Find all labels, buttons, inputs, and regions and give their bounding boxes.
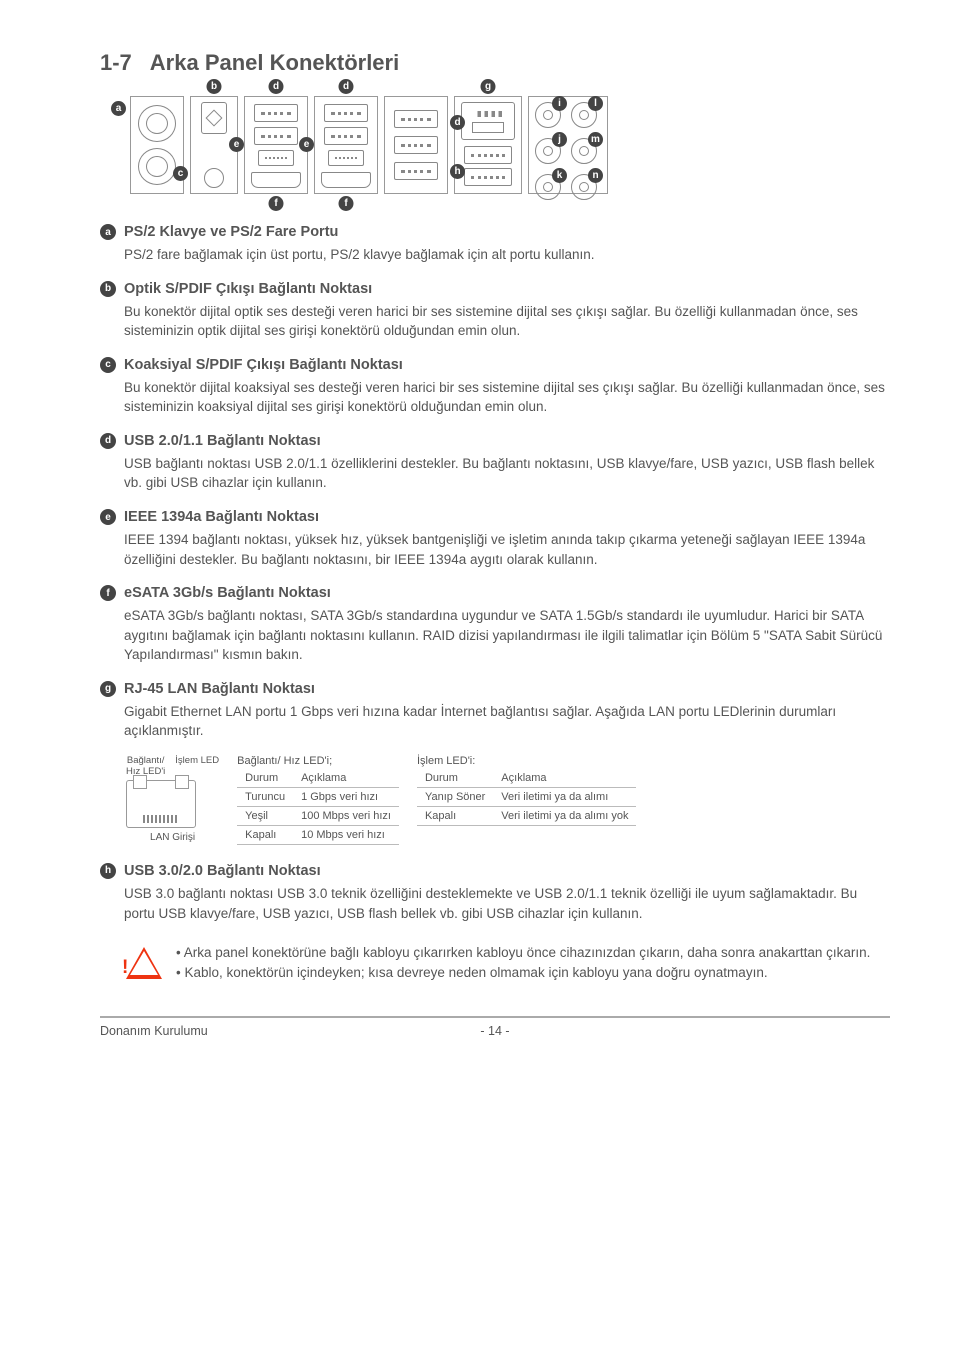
entry-text: PS/2 fare bağlamak için üst portu, PS/2 … bbox=[124, 247, 595, 262]
entry-text: USB bağlantı noktası USB 2.0/1.1 özellik… bbox=[124, 456, 874, 491]
speed-led-table-title: Bağlantı/ Hız LED'i; bbox=[237, 755, 399, 769]
lan-drawing-block: Bağlantı/ Hız LED'iİşlem LEDLAN Girişi bbox=[126, 755, 219, 843]
lan-led-figure: Bağlantı/ Hız LED'iİşlem LEDLAN GirişiBa… bbox=[126, 755, 890, 845]
back-panel-diagram: a b c d e f d e f d bbox=[130, 96, 890, 194]
entry-body: IEEE 1394a Bağlantı Noktası IEEE 1394 bağ… bbox=[124, 507, 890, 569]
entry-text: Bu konektör dijital optik ses desteği ve… bbox=[124, 304, 858, 339]
diagram-label-j: j bbox=[552, 132, 567, 147]
entry-title: RJ-45 LAN Bağlantı Noktası bbox=[124, 679, 890, 700]
entry-b: b Optik S/PDIF Çıkışı Bağlantı Noktası Bu … bbox=[100, 279, 890, 341]
entry-text: eSATA 3Gb/s bağlantı noktası, SATA 3Gb/s… bbox=[124, 608, 882, 662]
entry-title: USB 2.0/1.1 Bağlantı Noktası bbox=[124, 431, 890, 452]
diagram-label-g: g bbox=[481, 79, 496, 94]
diagram-label-k: k bbox=[552, 168, 567, 183]
footer-page-number: - 14 - bbox=[363, 1024, 626, 1038]
activity-led-table-title: İşlem LED'i: bbox=[417, 755, 637, 769]
entry-body: USB 2.0/1.1 Bağlantı Noktası USB bağlantı… bbox=[124, 431, 890, 493]
diagram-label-l: l bbox=[588, 96, 603, 111]
section-number: 1-7 bbox=[100, 50, 132, 75]
diagram-label-c: c bbox=[173, 166, 188, 181]
section-title: 1-7 Arka Panel Konektörleri bbox=[100, 50, 890, 76]
entry-bullet: b bbox=[100, 281, 116, 297]
entry-bullet: a bbox=[100, 224, 116, 240]
warning-icon bbox=[126, 947, 162, 979]
entry-e: e IEEE 1394a Bağlantı Noktası IEEE 1394 ba… bbox=[100, 507, 890, 569]
diagram-label-h: h bbox=[450, 164, 465, 179]
entry-d: d USB 2.0/1.1 Bağlantı Noktası USB bağlant… bbox=[100, 431, 890, 493]
entry-bullet: g bbox=[100, 681, 116, 697]
entry-bullet: c bbox=[100, 357, 116, 373]
diagram-label-d3: d bbox=[450, 115, 465, 130]
diagram-label-a: a bbox=[111, 101, 126, 116]
entry-body: RJ-45 LAN Bağlantı Noktası Gigabit Ethern… bbox=[124, 679, 890, 741]
warning-item: Kablo, konektörün içindeyken; kısa devre… bbox=[176, 963, 870, 983]
footer-left: Donanım Kurulumu bbox=[100, 1024, 363, 1038]
page-footer: Donanım Kurulumu - 14 - bbox=[100, 1016, 890, 1038]
entry-title: USB 3.0/2.0 Bağlantı Noktası bbox=[124, 861, 890, 882]
section-heading: Arka Panel Konektörleri bbox=[150, 50, 399, 75]
diagram-label-d2: d bbox=[339, 79, 354, 94]
entry-body: PS/2 Klavye ve PS/2 Fare Portu PS/2 fare … bbox=[124, 222, 890, 265]
warning-item: Arka panel konektörüne bağlı kabloyu çık… bbox=[176, 943, 870, 963]
diagram-label-f: f bbox=[269, 196, 284, 211]
diagram-label-d: d bbox=[269, 79, 284, 94]
diagram-label-n: n bbox=[588, 168, 603, 183]
entry-g: g RJ-45 LAN Bağlantı Noktası Gigabit Ethe… bbox=[100, 679, 890, 741]
entry-body: Koaksiyal S/PDIF Çıkışı Bağlantı Noktası… bbox=[124, 355, 890, 417]
entry-f: feSATA 3Gb/s Bağlantı NoktasıeSATA 3Gb/s… bbox=[100, 583, 890, 665]
diagram-label-m: m bbox=[588, 132, 603, 147]
entry-text: IEEE 1394 bağlantı noktası, yüksek hız, … bbox=[124, 532, 865, 567]
entry-c: c Koaksiyal S/PDIF Çıkışı Bağlantı Noktas… bbox=[100, 355, 890, 417]
entry-title: PS/2 Klavye ve PS/2 Fare Portu bbox=[124, 222, 890, 243]
entry-text: USB 3.0 bağlantı noktası USB 3.0 teknik … bbox=[124, 886, 857, 921]
activity-led-table: İşlem LED'i:DurumAçıklamaYanıp SönerVeri… bbox=[417, 755, 637, 826]
entry-title: Koaksiyal S/PDIF Çıkışı Bağlantı Noktası bbox=[124, 355, 890, 376]
diagram-label-f2: f bbox=[339, 196, 354, 211]
entry-bullet: e bbox=[100, 509, 116, 525]
diagram-label-e2: e bbox=[299, 137, 314, 152]
entry-bullet: f bbox=[100, 585, 116, 601]
diagram-label-i: i bbox=[552, 96, 567, 111]
entry-body: Optik S/PDIF Çıkışı Bağlantı Noktası Bu k… bbox=[124, 279, 890, 341]
entry-text: Gigabit Ethernet LAN portu 1 Gbps veri h… bbox=[124, 704, 836, 739]
entry-body: USB 3.0/2.0 Bağlantı Noktası USB 3.0 bağl… bbox=[124, 861, 890, 923]
entry-bullet: h bbox=[100, 863, 116, 879]
speed-led-table: Bağlantı/ Hız LED'i;DurumAçıklamaTuruncu… bbox=[237, 755, 399, 845]
diagram-label-e: e bbox=[229, 137, 244, 152]
entry-text: Bu konektör dijital koaksiyal ses desteğ… bbox=[124, 380, 885, 415]
entry-title: eSATA 3Gb/s Bağlantı Noktası bbox=[124, 583, 890, 604]
warning-list: Arka panel konektörüne bağlı kabloyu çık… bbox=[176, 943, 870, 982]
entry-a: a PS/2 Klavye ve PS/2 Fare Portu PS/2 fare… bbox=[100, 222, 890, 265]
entry-bullet: d bbox=[100, 433, 116, 449]
warning-box: ! Arka panel konektörüne bağlı kabloyu ç… bbox=[126, 943, 890, 982]
entry-h: h USB 3.0/2.0 Bağlantı Noktası USB 3.0 bağ… bbox=[100, 861, 890, 923]
entry-title: IEEE 1394a Bağlantı Noktası bbox=[124, 507, 890, 528]
entry-title: Optik S/PDIF Çıkışı Bağlantı Noktası bbox=[124, 279, 890, 300]
diagram-label-b: b bbox=[207, 79, 222, 94]
entry-body: eSATA 3Gb/s Bağlantı Noktası eSATA 3Gb/s … bbox=[124, 583, 890, 665]
